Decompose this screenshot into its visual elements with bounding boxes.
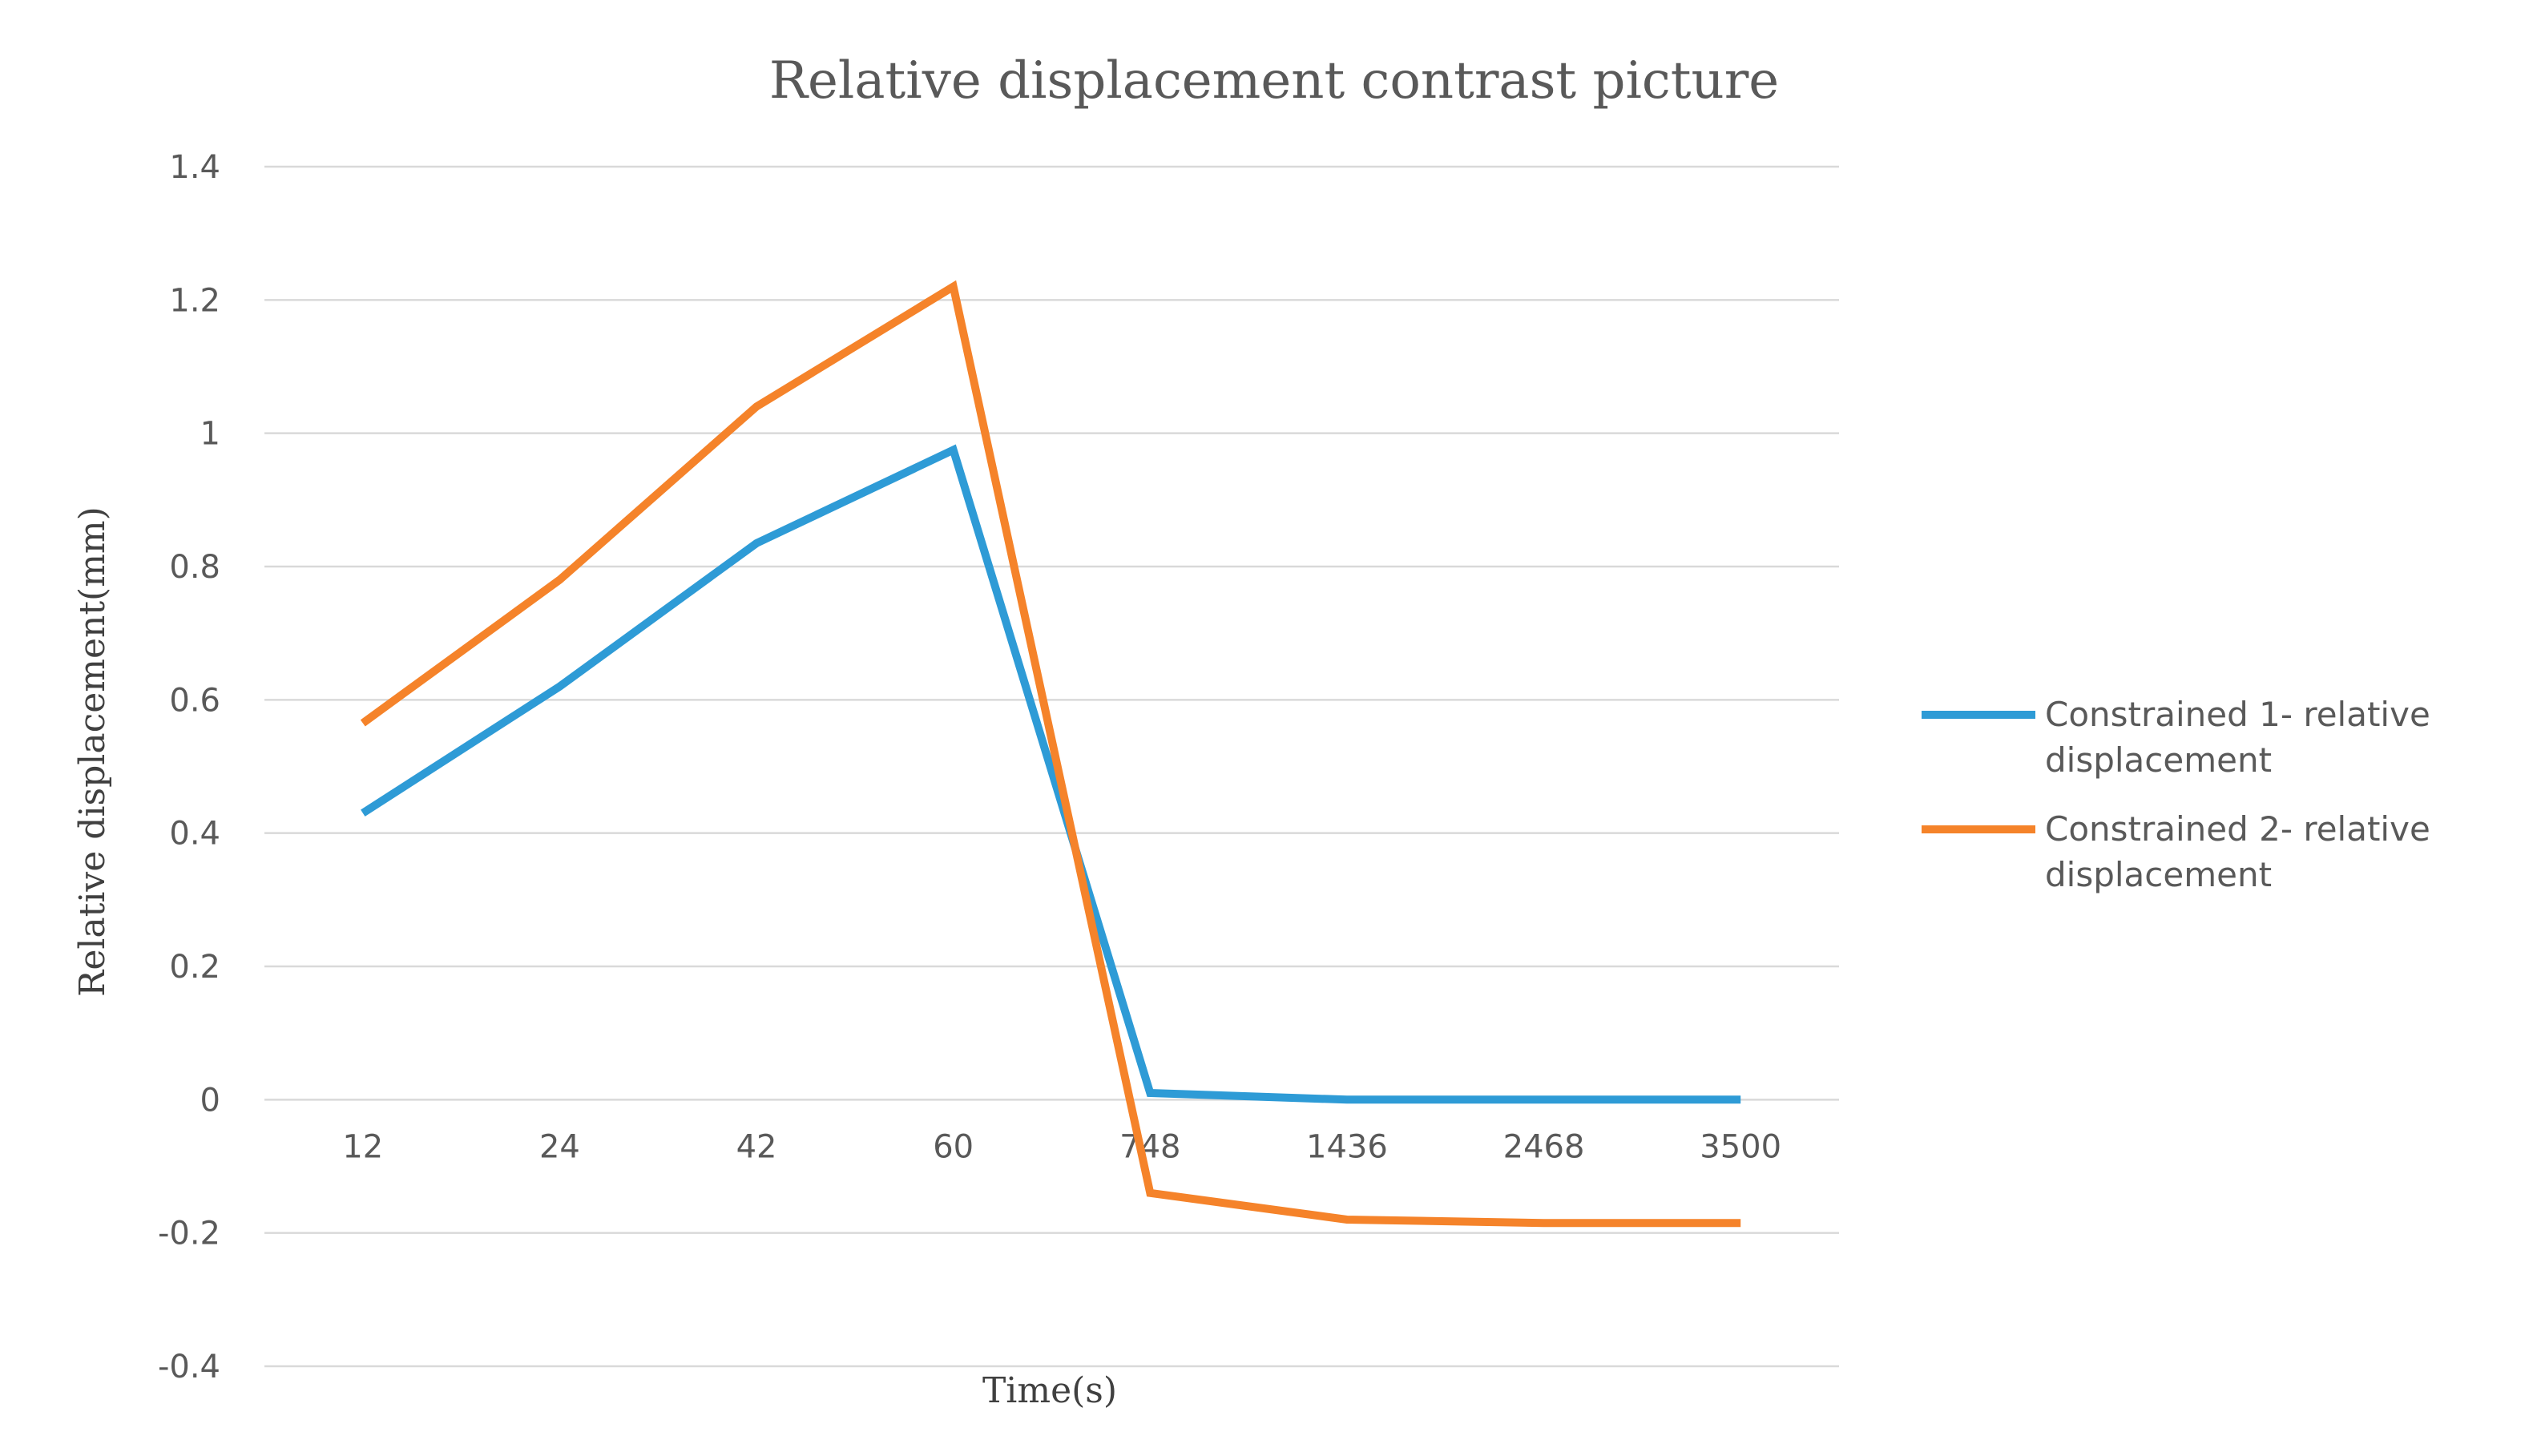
series-1-point bbox=[555, 683, 563, 691]
legend: Constrained 1- relative displacement Const… bbox=[1922, 695, 2430, 894]
series-2-point bbox=[950, 283, 958, 291]
chart-title: Relative displacement contrast picture bbox=[769, 51, 1779, 111]
series-2-point bbox=[555, 576, 563, 584]
series-1-point bbox=[359, 809, 367, 817]
y-axis-title: Relative displacement(mm) bbox=[72, 506, 113, 997]
series-2-point bbox=[1736, 1219, 1744, 1227]
gridlines bbox=[264, 165, 1839, 1368]
x-tick-label: 2468 bbox=[1503, 1128, 1585, 1165]
series-2-point bbox=[752, 402, 760, 410]
series-1-point bbox=[1146, 1089, 1154, 1097]
series-2-point bbox=[359, 719, 367, 727]
x-tick-label: 42 bbox=[736, 1128, 777, 1165]
legend-label-1: displacement bbox=[2045, 740, 2272, 780]
y-axis-ticks: -0.4 -0.2 0 0.2 0.4 0.6 0.8 1 1.2 1.4 bbox=[158, 149, 220, 1385]
x-tick-label: 60 bbox=[933, 1128, 974, 1165]
series-line-1 bbox=[361, 444, 1741, 1104]
y-tick-label: 1 bbox=[200, 416, 220, 453]
y-tick-label: -0.2 bbox=[158, 1216, 220, 1252]
series-1-point bbox=[1736, 1095, 1744, 1103]
x-axis-title: Time(s) bbox=[982, 1370, 1117, 1411]
series-2-point bbox=[1540, 1219, 1548, 1227]
y-tick-label: 0.4 bbox=[169, 816, 220, 853]
y-tick-label: 0.6 bbox=[169, 682, 220, 719]
y-tick-label: 0 bbox=[200, 1082, 220, 1119]
y-tick-label: 0.8 bbox=[169, 549, 220, 586]
series-1-point bbox=[1343, 1095, 1351, 1103]
x-tick-label: 3500 bbox=[1700, 1128, 1781, 1165]
x-tick-label: 12 bbox=[342, 1128, 383, 1165]
legend-label-2: Constrained 2- relative bbox=[2045, 809, 2430, 849]
legend-label-2: displacement bbox=[2045, 855, 2272, 894]
series-1-point bbox=[950, 446, 958, 454]
x-axis-ticks: 12 24 42 60 748 1436 2468 3500 bbox=[342, 1128, 1781, 1165]
y-tick-label: 0.2 bbox=[169, 949, 220, 986]
y-tick-label: 1.2 bbox=[169, 282, 220, 319]
series-1-point bbox=[752, 539, 760, 547]
x-tick-label: 748 bbox=[1119, 1128, 1180, 1165]
legend-label-1: Constrained 1- relative bbox=[2045, 695, 2430, 734]
series-line-2 bbox=[360, 280, 1741, 1228]
x-tick-label: 1436 bbox=[1306, 1128, 1388, 1165]
y-tick-label: -0.4 bbox=[158, 1349, 220, 1385]
series-2-point bbox=[1146, 1189, 1154, 1197]
series-lines bbox=[359, 280, 1744, 1228]
y-tick-label: 1.4 bbox=[169, 149, 220, 186]
series-1-point bbox=[1540, 1095, 1548, 1103]
x-tick-label: 24 bbox=[539, 1128, 580, 1165]
series-2-point bbox=[1343, 1216, 1351, 1224]
